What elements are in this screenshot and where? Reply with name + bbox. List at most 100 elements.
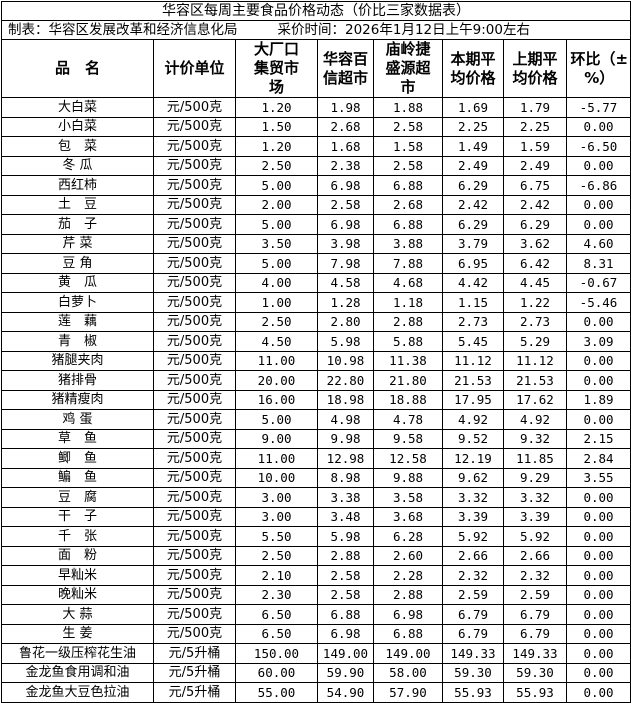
item-name: 豆 腐 — [1, 487, 154, 508]
price-cell: 6.88 — [373, 214, 443, 235]
price-cell: 0.00 — [566, 409, 631, 430]
price-cell: 149.33 — [442, 643, 504, 664]
price-cell: 2.73 — [503, 311, 567, 332]
price-cell: 0.00 — [566, 643, 631, 664]
price-cell: 0.00 — [566, 604, 631, 625]
item-name: 莲 藕 — [1, 311, 154, 332]
price-cell: 9.29 — [503, 467, 567, 488]
item-name: 茄 子 — [1, 214, 154, 235]
unit-cell: 元/500克 — [153, 175, 236, 196]
price-cell: 3.09 — [566, 331, 631, 352]
unit-cell: 元/500克 — [153, 253, 236, 274]
price-cell: 2.66 — [442, 545, 504, 566]
column-header-label: 华容百信超市 — [322, 49, 368, 87]
price-cell: 1.49 — [442, 136, 504, 157]
price-cell: 0.00 — [566, 506, 631, 527]
price-cell: 3.79 — [442, 233, 504, 254]
price-cell: 17.95 — [442, 389, 504, 410]
price-cell: 6.28 — [373, 526, 443, 547]
price-cell: 1.58 — [373, 136, 443, 157]
price-cell: 5.50 — [235, 526, 318, 547]
price-cell: 3.98 — [317, 233, 374, 254]
item-name: 金龙鱼食用调和油 — [1, 662, 154, 683]
unit-cell: 元/500克 — [153, 409, 236, 430]
price-cell: 4.68 — [373, 272, 443, 293]
price-cell: 5.00 — [235, 214, 318, 235]
item-name: 鲁花一级压榨花生油 — [1, 643, 154, 664]
item-name: 黄 瓜 — [1, 272, 154, 293]
price-cell: 2.68 — [373, 194, 443, 215]
price-cell: 11.00 — [235, 448, 318, 469]
price-cell: 21.53 — [503, 370, 567, 391]
price-cell: 1.59 — [503, 136, 567, 157]
column-header-label: 本期平均价格 — [450, 49, 496, 87]
price-cell: 22.80 — [317, 370, 374, 391]
item-name: 鳊 鱼 — [1, 467, 154, 488]
column-header-label: 计价单位 — [164, 59, 225, 77]
item-name: 土 豆 — [1, 194, 154, 215]
price-cell: 3.39 — [503, 506, 567, 527]
table-row: 金龙鱼大豆色拉油 元/5升桶 55.00 54.90 57.90 55.93 55.93 0.… — [1, 682, 631, 703]
column-header: 庙岭捷盛源超市 — [373, 39, 443, 98]
price-cell: 150.00 — [235, 643, 318, 664]
price-cell: 6.88 — [373, 623, 443, 644]
price-cell: 2.88 — [373, 311, 443, 332]
price-cell: 55.93 — [442, 682, 504, 703]
unit-cell: 元/500克 — [153, 292, 236, 313]
price-cell: 2.32 — [442, 565, 504, 586]
unit-cell: 元/5升桶 — [153, 643, 236, 664]
unit-cell: 元/500克 — [153, 136, 236, 157]
price-cell: 9.62 — [442, 467, 504, 488]
price-cell: 1.89 — [566, 389, 631, 410]
price-cell: 2.84 — [566, 448, 631, 469]
price-cell: 59.90 — [317, 662, 374, 683]
price-cell: 149.33 — [503, 643, 567, 664]
price-cell: 11.38 — [373, 350, 443, 371]
price-cell: 2.50 — [235, 155, 318, 176]
table-row: 包 菜元/500克 1.20 1.68 1.58 1.49 1.59 -6.50 — [1, 136, 631, 157]
item-name: 芹 菜 — [1, 233, 154, 254]
price-cell: 21.53 — [442, 370, 504, 391]
table-row: 冬 瓜元/500克 2.50 2.38 2.58 2.49 2.49 0.00 — [1, 155, 631, 176]
price-cell: 2.50 — [235, 545, 318, 566]
price-cell: 3.38 — [317, 487, 374, 508]
price-cell: 10.98 — [317, 350, 374, 371]
price-cell: 2.42 — [442, 194, 504, 215]
price-cell: 2.66 — [503, 545, 567, 566]
price-cell: 12.58 — [373, 448, 443, 469]
price-cell: 4.60 — [566, 233, 631, 254]
price-cell: 3.32 — [442, 487, 504, 508]
price-cell: 0.00 — [566, 155, 631, 176]
unit-cell: 元/500克 — [153, 428, 236, 449]
price-cell: 2.25 — [503, 116, 567, 137]
unit-cell: 元/500克 — [153, 350, 236, 371]
table-row: 芹 菜元/500克 3.50 3.98 3.88 3.79 3.62 4.60 — [1, 233, 631, 254]
column-header-label: 上期平均价格 — [512, 49, 558, 87]
price-cell: 6.98 — [317, 623, 374, 644]
price-cell: 5.92 — [442, 526, 504, 547]
price-cell: 5.00 — [235, 409, 318, 430]
price-cell: 58.00 — [373, 662, 443, 683]
price-cell: 55.93 — [503, 682, 567, 703]
price-cell: 57.90 — [373, 682, 443, 703]
table-row: 猪腿夹肉 元/500克 11.00 10.98 11.38 11.12 11.12 0.00 — [1, 350, 631, 371]
price-cell: 6.42 — [503, 253, 567, 274]
price-cell: 1.69 — [442, 97, 504, 118]
price-cell: 4.78 — [373, 409, 443, 430]
price-cell: 54.90 — [317, 682, 374, 703]
price-cell: 4.92 — [503, 409, 567, 430]
price-cell: 4.42 — [442, 272, 504, 293]
price-cell: 2.25 — [442, 116, 504, 137]
unit-cell: 元/500克 — [153, 389, 236, 410]
table-row: 小白菜 元/500克 1.50 2.68 2.58 2.25 2.25 0.00 — [1, 116, 631, 137]
price-cell: 0.00 — [566, 682, 631, 703]
unit-cell: 元/500克 — [153, 487, 236, 508]
table-row: 晚籼米 元/500克 2.30 2.58 2.88 2.59 2.59 0.00 — [1, 584, 631, 605]
price-cell: 11.85 — [503, 448, 567, 469]
price-cell: 8.31 — [566, 253, 631, 274]
table-row: 青 椒元/500克 4.50 5.98 5.88 5.45 5.29 3.09 — [1, 331, 631, 352]
price-cell: 0.00 — [566, 311, 631, 332]
unit-cell: 元/500克 — [153, 506, 236, 527]
price-cell: 12.19 — [442, 448, 504, 469]
price-cell: 0.00 — [566, 545, 631, 566]
